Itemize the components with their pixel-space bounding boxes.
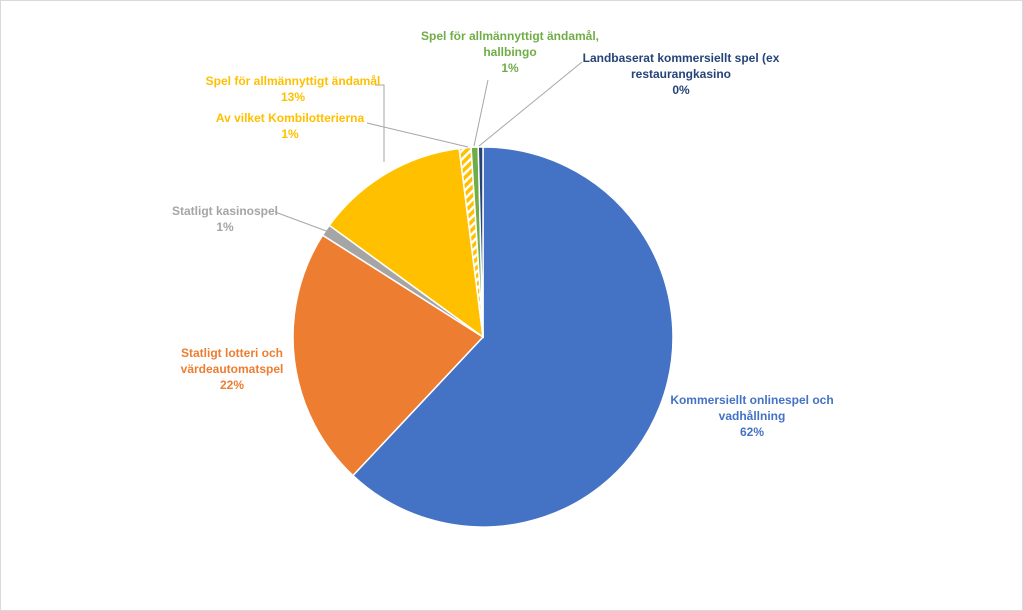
leader-line — [274, 211, 330, 233]
data-label-category: Statligt kasinospel — [172, 204, 278, 218]
data-label-category: Statligt lotteri och — [181, 346, 283, 360]
data-label-category: Spel för allmännyttigt ändamål, — [421, 29, 599, 43]
data-label-category: Av vilket Kombilotterierna — [216, 111, 365, 125]
data-label-percent: 13% — [281, 90, 305, 104]
data-label-percent: 0% — [672, 83, 690, 97]
data-label-percent: 22% — [220, 378, 244, 392]
data-label-percent: 1% — [281, 127, 299, 141]
pie-slice — [351, 146, 674, 528]
data-label-category: restaurangkasino — [631, 67, 731, 81]
data-label-category: vadhållning — [719, 409, 786, 423]
data-label-percent: 62% — [740, 425, 764, 439]
data-label-percent: 1% — [216, 220, 234, 234]
data-label-category: Spel för allmännyttigt ändamål — [206, 74, 381, 88]
data-label-category: hallbingo — [483, 45, 536, 59]
pie-slice — [328, 147, 484, 339]
data-label-category: värdeautomatspel — [181, 362, 284, 376]
data-label-category: Kommersiellt onlinespel och — [670, 393, 833, 407]
leader-line — [366, 122, 469, 148]
leader-line — [478, 61, 583, 147]
data-label-percent: 1% — [501, 61, 519, 75]
pie-slice — [477, 146, 484, 338]
leader-line — [375, 84, 385, 162]
leader-line — [473, 79, 489, 147]
data-label-category: Landbaserat kommersiellt spel (ex — [583, 51, 780, 65]
pie-slice — [292, 234, 485, 477]
